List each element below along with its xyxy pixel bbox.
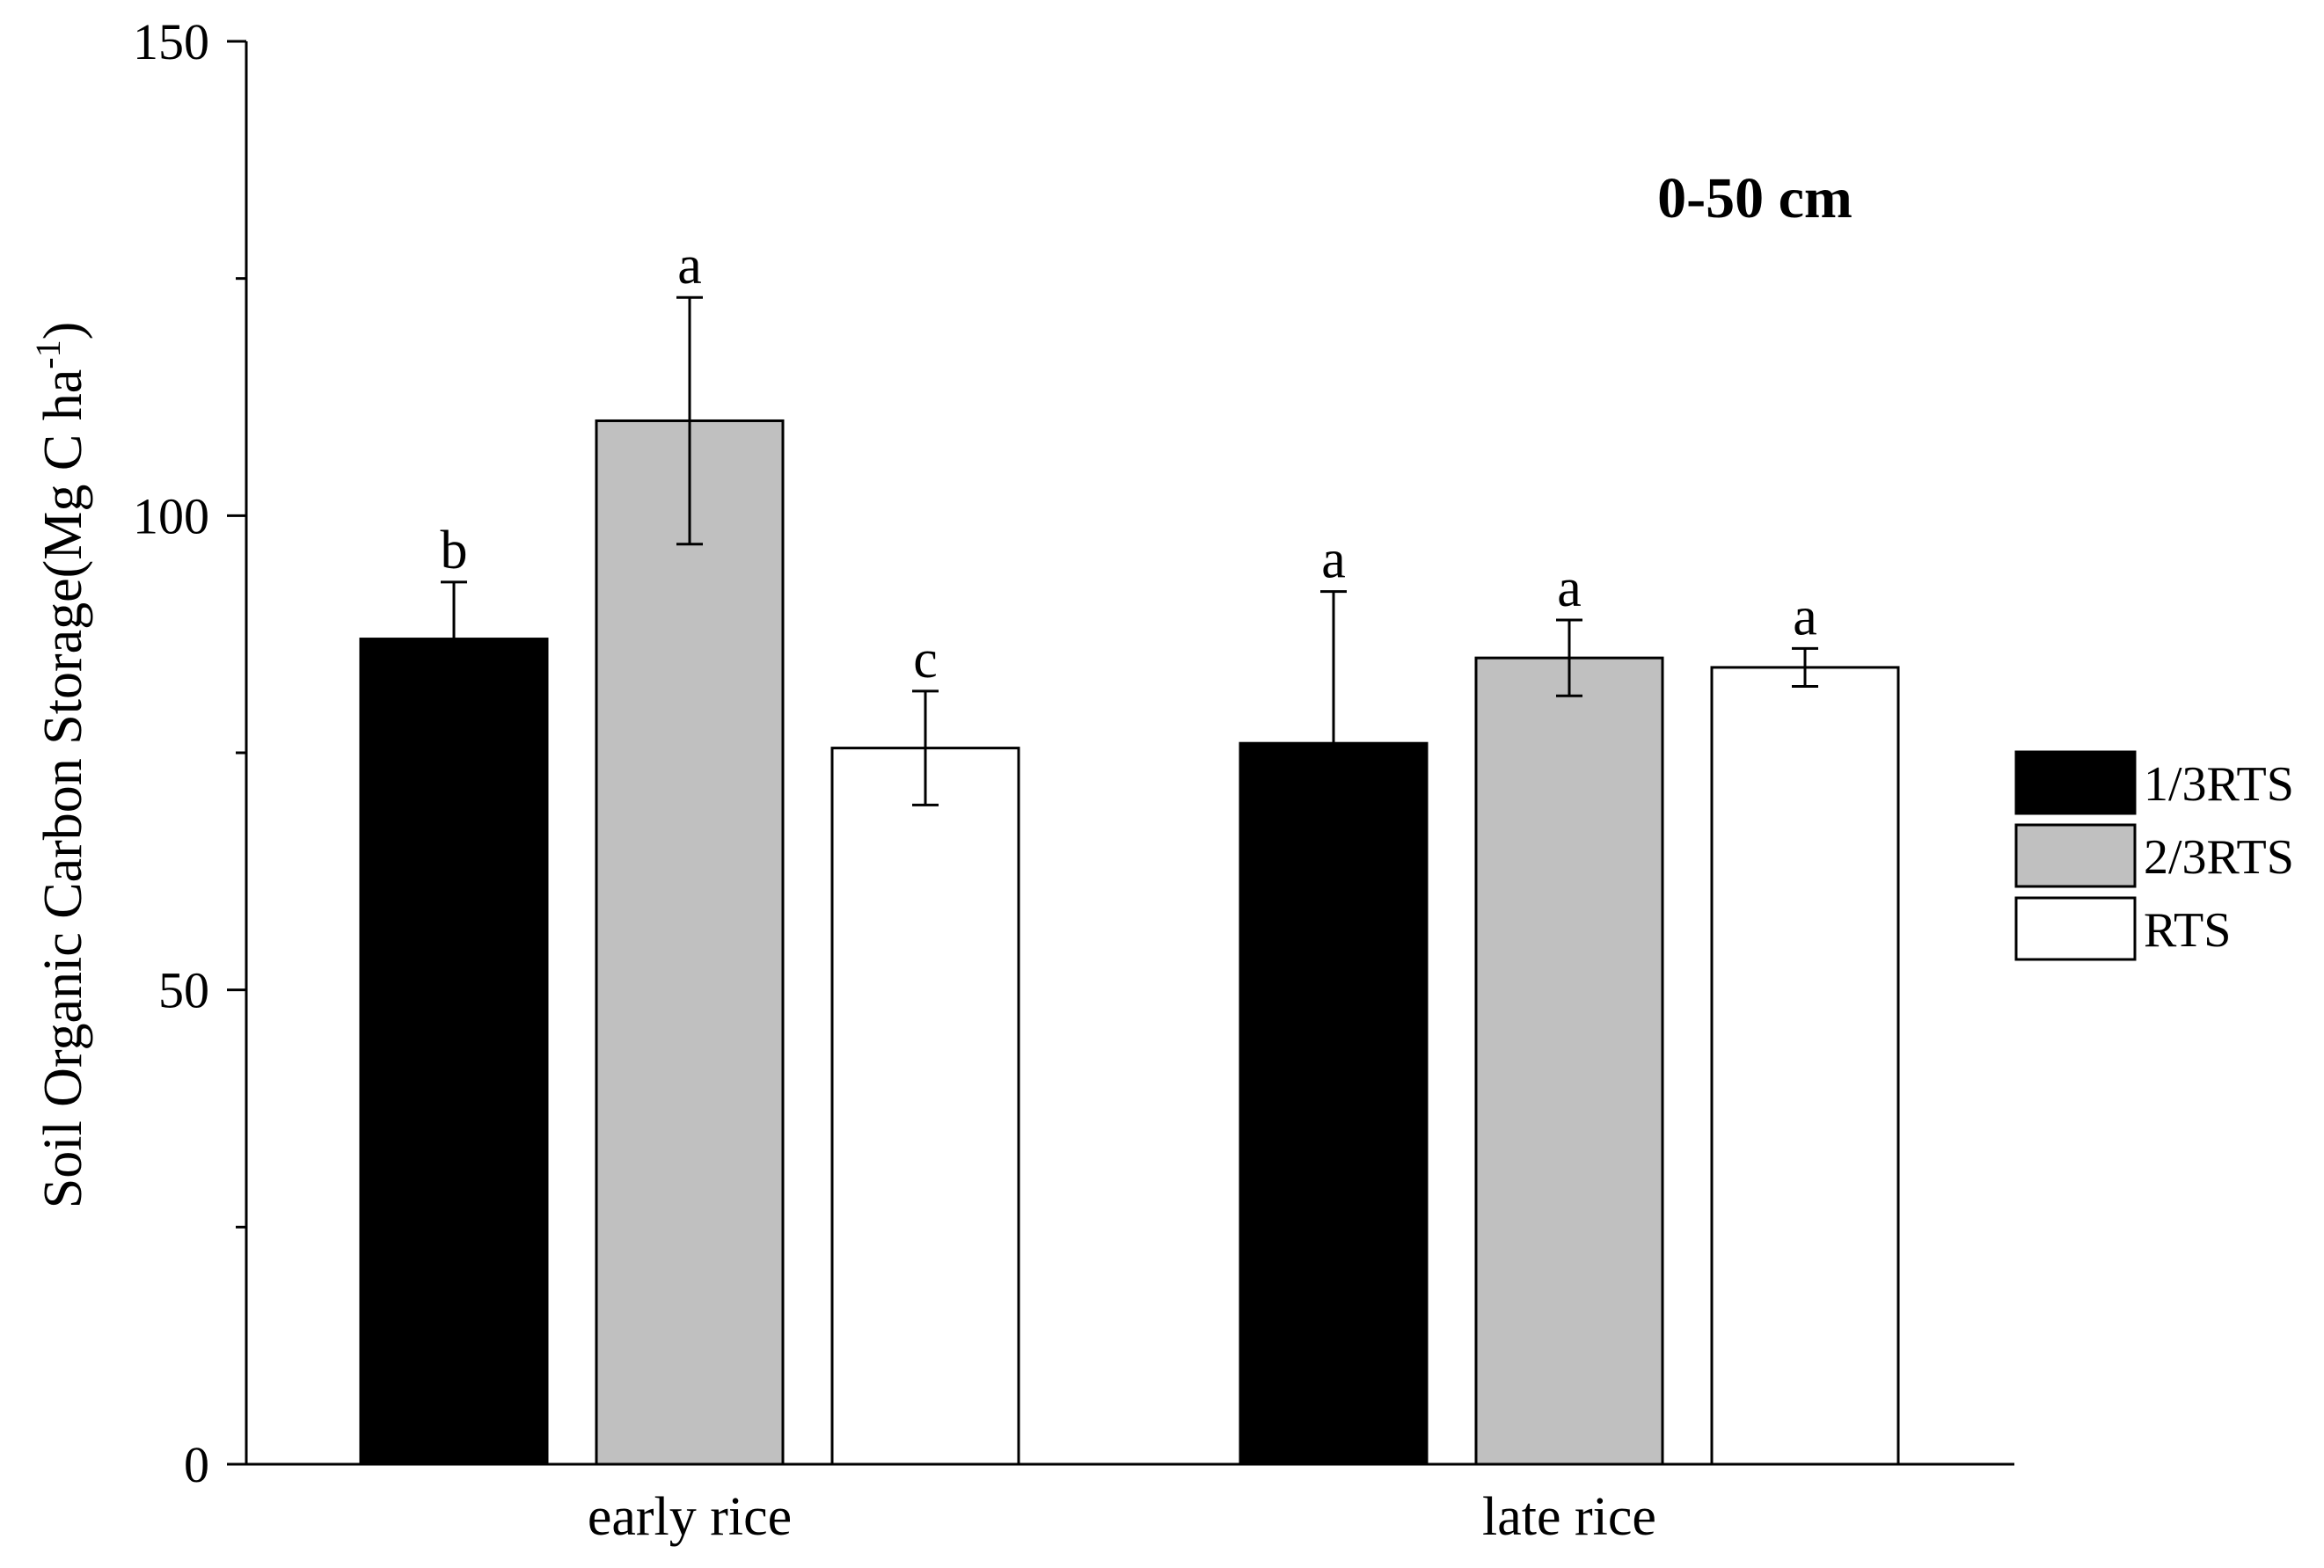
y-axis-label: Soil Organic Carbon Storage(Mg C ha-1): [28, 322, 93, 1209]
bars-layer: [359, 419, 1900, 1466]
legend-label: RTS: [2144, 903, 2231, 958]
error-bar-RTS-late-rice: [1792, 646, 1818, 688]
legend-swatch-RTS: [2014, 896, 2137, 961]
error-bar-2-3RTS-late-rice: [1556, 618, 1582, 697]
legend: 1/3RTS 2/3RTS RTS: [2014, 750, 2294, 961]
bar-RTS-early-rice: [830, 747, 1020, 1466]
error-bar-2-3RTS-early-rice: [676, 295, 703, 546]
x-tick-label: late rice: [1482, 1487, 1656, 1547]
significance-letter: a: [1793, 587, 1817, 646]
y-tick-label: 150: [133, 13, 209, 70]
significance-letter: c: [913, 630, 938, 689]
significance-letter: a: [677, 236, 702, 295]
axes-layer: early rice late rice 0 50 100 150: [133, 13, 2014, 1547]
significance-letters-layer: b a c a a a: [441, 236, 1817, 689]
bar-2-3RTS-early-rice: [595, 419, 785, 1466]
legend-label: 1/3RTS: [2144, 757, 2294, 812]
legend-swatch-1-3RTS: [2014, 750, 2137, 815]
y-axis-label-superscript: -1: [28, 339, 68, 368]
bar-2-3RTS-late-rice: [1474, 656, 1664, 1466]
significance-letter: a: [1557, 558, 1582, 618]
significance-letter: b: [441, 521, 468, 580]
y-axis-label-close: ): [33, 322, 93, 340]
chart-title: 0-50 cm: [1657, 166, 1853, 230]
bar-1-3RTS-early-rice: [359, 638, 549, 1466]
x-tick-label: early rice: [588, 1487, 792, 1547]
error-bars-layer: [441, 295, 1818, 897]
error-bar-RTS-early-rice: [912, 689, 939, 806]
y-tick-label: 50: [158, 962, 209, 1019]
error-bar-1-3RTS-early-rice: [441, 580, 467, 697]
legend-label: 2/3RTS: [2144, 830, 2294, 885]
bar-RTS-late-rice: [1710, 666, 1900, 1466]
y-tick-label: 100: [133, 487, 209, 544]
significance-letter: a: [1321, 530, 1346, 590]
error-bar-1-3RTS-late-rice: [1320, 590, 1347, 897]
y-tick-label: 0: [184, 1436, 209, 1493]
legend-swatch-2-3RTS: [2014, 823, 2137, 888]
y-axis-label-main: Soil Organic Carbon Storage(Mg C ha: [33, 369, 93, 1209]
